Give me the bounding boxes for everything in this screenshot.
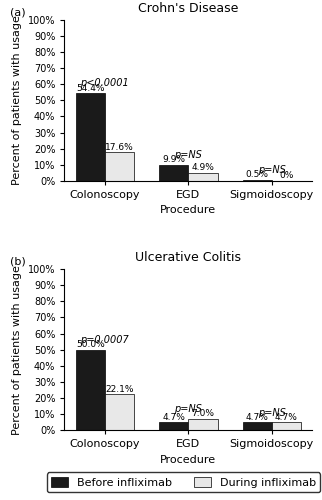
Text: 50.0%: 50.0% bbox=[76, 340, 105, 349]
Title: Crohn's Disease: Crohn's Disease bbox=[138, 2, 239, 15]
Y-axis label: Percent of patients with usage: Percent of patients with usage bbox=[12, 16, 22, 185]
Bar bbox=[105, 394, 134, 430]
Text: 0.5%: 0.5% bbox=[246, 170, 269, 179]
Bar bbox=[159, 422, 188, 430]
Text: p<0.0001: p<0.0001 bbox=[80, 78, 129, 88]
Text: 9.9%: 9.9% bbox=[162, 155, 185, 164]
Text: (a): (a) bbox=[10, 7, 25, 17]
Text: p=NS: p=NS bbox=[175, 150, 202, 160]
Bar bbox=[76, 350, 105, 430]
Text: p=NS: p=NS bbox=[258, 408, 286, 418]
Text: 17.6%: 17.6% bbox=[105, 142, 134, 152]
X-axis label: Procedure: Procedure bbox=[160, 454, 216, 464]
Bar bbox=[188, 418, 218, 430]
Bar bbox=[76, 94, 105, 181]
Bar bbox=[272, 422, 301, 430]
X-axis label: Procedure: Procedure bbox=[160, 206, 216, 216]
Bar bbox=[159, 165, 188, 181]
Text: 4.7%: 4.7% bbox=[246, 412, 269, 422]
Title: Ulcerative Colitis: Ulcerative Colitis bbox=[135, 251, 242, 264]
Text: p=NS: p=NS bbox=[258, 165, 286, 175]
Text: 4.7%: 4.7% bbox=[275, 412, 298, 422]
Text: p=0.0007: p=0.0007 bbox=[80, 335, 129, 345]
Bar bbox=[188, 173, 218, 181]
Bar bbox=[105, 152, 134, 181]
Text: 7.0%: 7.0% bbox=[192, 409, 214, 418]
Text: 4.9%: 4.9% bbox=[192, 163, 214, 172]
Y-axis label: Percent of patients with usage: Percent of patients with usage bbox=[12, 264, 22, 434]
Legend: Before infliximab, During infliximab: Before infliximab, During infliximab bbox=[47, 472, 320, 492]
Bar bbox=[243, 422, 272, 430]
Text: 22.1%: 22.1% bbox=[105, 384, 134, 394]
Text: p=NS: p=NS bbox=[175, 404, 202, 414]
Text: (b): (b) bbox=[10, 256, 26, 266]
Text: 4.7%: 4.7% bbox=[162, 412, 185, 422]
Text: 0%: 0% bbox=[279, 171, 294, 180]
Bar bbox=[243, 180, 272, 181]
Text: 54.4%: 54.4% bbox=[76, 84, 105, 92]
